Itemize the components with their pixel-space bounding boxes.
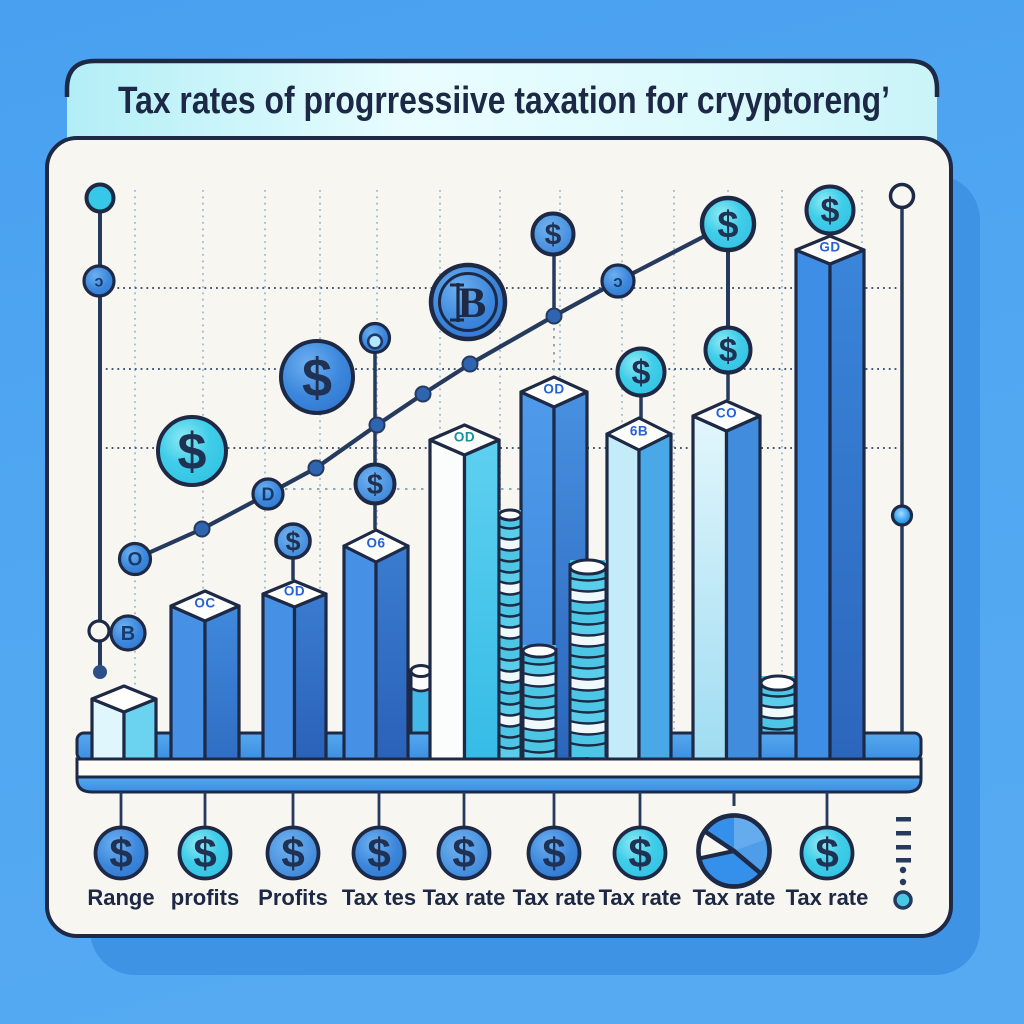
svg-text:OC: OC — [194, 596, 215, 611]
svg-text:$: $ — [545, 219, 562, 252]
svg-text:$: $ — [281, 830, 304, 877]
svg-text:ɔ: ɔ — [95, 274, 104, 291]
svg-text:Tax rates of progrressiive tax: Tax rates of progrressiive taxation for … — [118, 80, 890, 122]
svg-text:OD: OD — [454, 430, 475, 445]
svg-text:Range: Range — [87, 885, 154, 910]
svg-text:Tax rate: Tax rate — [599, 885, 682, 910]
svg-text:$: $ — [821, 192, 840, 230]
svg-text:$: $ — [632, 354, 651, 392]
svg-text:Profits: Profits — [258, 885, 328, 910]
svg-text:$: $ — [285, 526, 300, 556]
svg-text:O: O — [128, 550, 143, 571]
svg-text:$: $ — [109, 830, 132, 877]
svg-text:$: $ — [367, 469, 383, 501]
svg-text:$: $ — [302, 348, 332, 408]
svg-text:Tax rate: Tax rate — [693, 885, 776, 910]
svg-text:$: $ — [193, 830, 216, 877]
svg-text:O6: O6 — [366, 536, 385, 551]
svg-text:$: $ — [367, 830, 390, 877]
svg-text:B: B — [121, 623, 135, 645]
svg-text:Tax rate: Tax rate — [423, 885, 506, 910]
svg-text:CO: CO — [716, 406, 737, 421]
svg-text:Tax tes: Tax tes — [342, 885, 416, 910]
svg-text:$: $ — [542, 830, 565, 877]
svg-text:Tax rate: Tax rate — [513, 885, 596, 910]
svg-text:$: $ — [178, 423, 207, 481]
svg-text:OD: OD — [284, 584, 305, 599]
svg-text:$: $ — [717, 204, 738, 246]
svg-text:D: D — [262, 484, 275, 504]
svg-text:$: $ — [719, 332, 737, 369]
svg-text:OD: OD — [543, 382, 564, 397]
svg-text:GD: GD — [819, 240, 840, 255]
svg-text:$: $ — [452, 830, 475, 877]
svg-text:ɔ: ɔ — [613, 272, 622, 291]
svg-text:$: $ — [628, 830, 651, 877]
svg-text:profits: profits — [171, 885, 239, 910]
svg-text:Tax rate: Tax rate — [786, 885, 869, 910]
svg-text:$: $ — [815, 830, 838, 877]
svg-text:6B: 6B — [630, 424, 648, 439]
